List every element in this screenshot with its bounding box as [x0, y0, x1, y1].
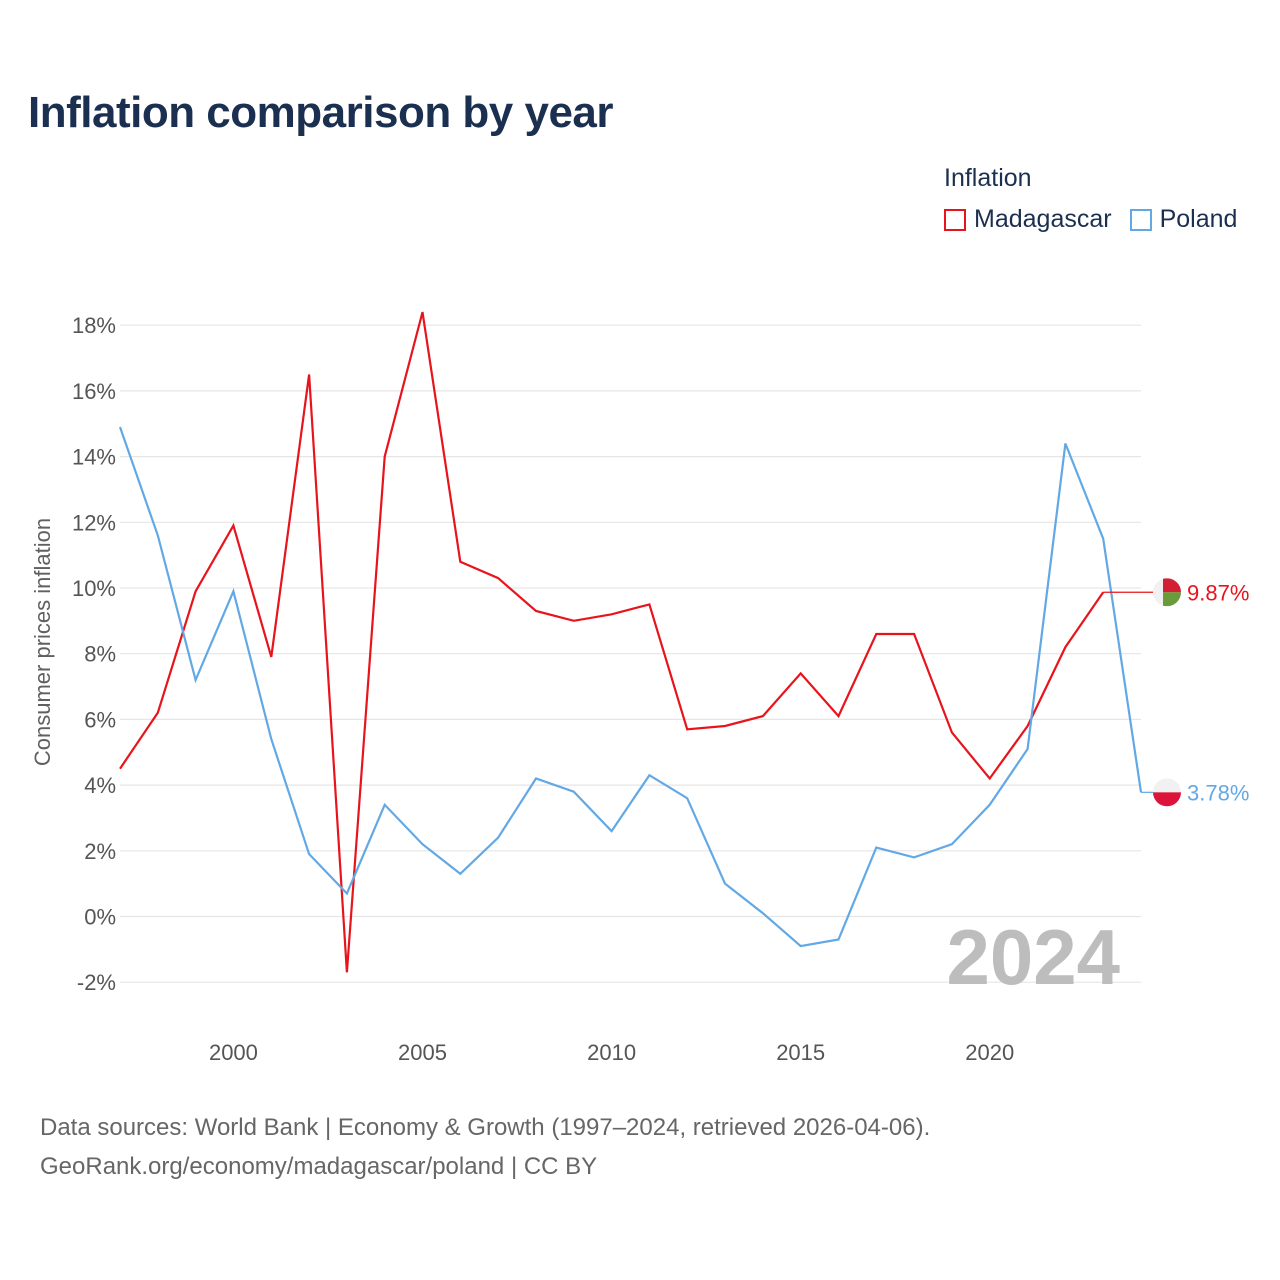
- y-tick-label: 8%: [84, 642, 116, 667]
- y-tick-label: 14%: [72, 445, 116, 470]
- y-tick-label: -2%: [77, 970, 116, 995]
- year-watermark: 2024: [946, 913, 1120, 1001]
- flag-poland-icon: [1153, 778, 1181, 807]
- legend-label-poland: Poland: [1159, 205, 1238, 233]
- chart-title: Inflation comparison by year: [28, 88, 614, 137]
- footer-sources: Data sources: World Bank | Economy & Gro…: [40, 1114, 931, 1141]
- x-tick-label: 2010: [587, 1040, 636, 1065]
- legend-label-madagascar: Madagascar: [974, 205, 1112, 233]
- end-markers: 9.87% 3.78%: [1103, 578, 1249, 807]
- y-tick-label: 16%: [72, 379, 116, 404]
- series-lines: [118, 311, 1143, 973]
- end-label-madagascar: 9.87%: [1187, 580, 1249, 605]
- y-tick-label: 10%: [72, 576, 116, 601]
- legend-swatch-poland: [1129, 208, 1152, 231]
- end-label-poland: 3.78%: [1187, 780, 1249, 805]
- y-tick-label: 18%: [72, 313, 116, 338]
- legend-swatch-madagascar: [944, 208, 966, 231]
- y-tick-label: 4%: [84, 773, 116, 798]
- legend-item-poland[interactable]: Poland: [1129, 205, 1238, 234]
- legend-item-madagascar[interactable]: Madagascar: [944, 205, 1112, 234]
- flag-madagascar-icon: [1153, 578, 1181, 607]
- x-tick-label: 2020: [965, 1040, 1014, 1065]
- y-tick-label: 2%: [84, 839, 116, 864]
- legend: Madagascar Poland: [944, 205, 1255, 234]
- y-tick-label: 0%: [84, 905, 116, 930]
- y-tick-label: 12%: [72, 510, 116, 535]
- x-tick-label: 2015: [776, 1040, 825, 1065]
- x-tick-label: 2000: [209, 1040, 258, 1065]
- gridlines: [120, 324, 1141, 983]
- line-chart: -2% 0% 2% 4% 6% 8% 10% 12% 14% 16% 18% 2000 2005 201…: [30, 311, 1249, 1065]
- legend-title: Inflation: [944, 164, 1032, 192]
- x-tick-labels: 2000 2005 2010 2015 2020: [209, 1040, 1014, 1065]
- y-tick-labels: -2% 0% 2% 4% 6% 8% 10% 12% 14% 16% 18%: [72, 313, 116, 995]
- y-axis-label: Consumer prices inflation: [30, 518, 55, 766]
- x-tick-label: 2005: [398, 1040, 447, 1065]
- series-line-poland: [118, 426, 1143, 948]
- series-line-madagascar: [119, 311, 1105, 973]
- footer-link[interactable]: GeoRank.org/economy/madagascar/poland | …: [40, 1153, 598, 1180]
- footer: Data sources: World Bank | Economy & Gro…: [40, 1108, 930, 1186]
- y-tick-label: 6%: [84, 707, 116, 732]
